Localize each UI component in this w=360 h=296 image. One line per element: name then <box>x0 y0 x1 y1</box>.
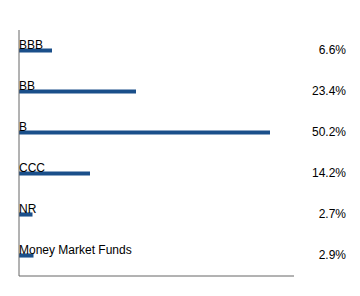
svg-text:Money Market Funds: Money Market Funds <box>19 243 132 257</box>
svg-text:23.4%: 23.4% <box>312 84 346 98</box>
svg-text:2.7%: 2.7% <box>319 207 347 221</box>
svg-text:B: B <box>19 120 27 134</box>
svg-text:NR: NR <box>19 202 37 216</box>
svg-text:BB: BB <box>19 79 35 93</box>
svg-text:BBB: BBB <box>19 38 43 52</box>
svg-text:50.2%: 50.2% <box>312 125 346 139</box>
svg-text:14.2%: 14.2% <box>312 166 346 180</box>
svg-text:6.6%: 6.6% <box>319 43 347 57</box>
svg-text:CCC: CCC <box>19 161 45 175</box>
svg-text:2.9%: 2.9% <box>319 248 347 262</box>
